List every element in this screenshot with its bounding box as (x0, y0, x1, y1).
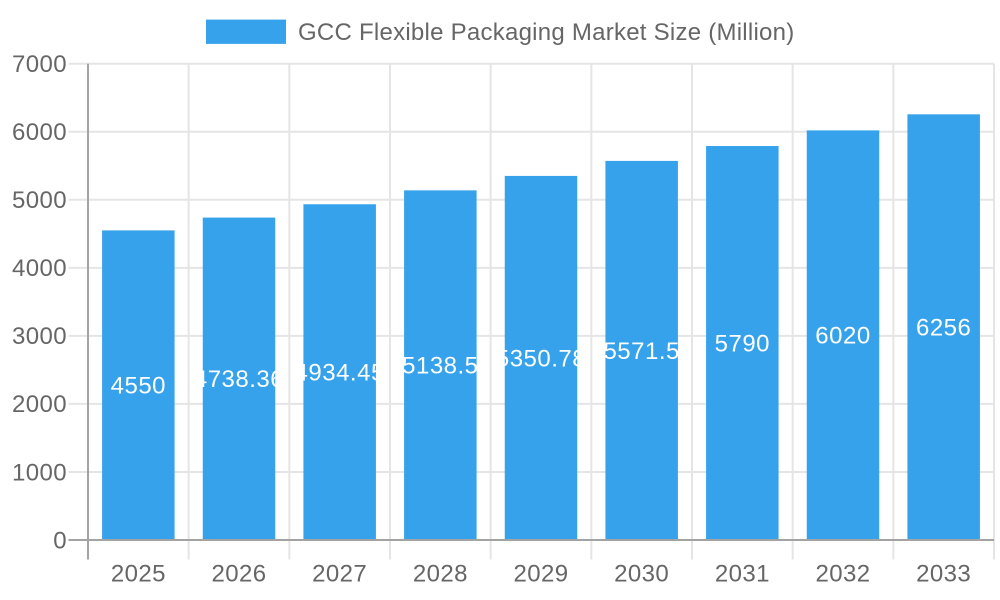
svg-text:2028: 2028 (413, 560, 468, 587)
svg-text:3000: 3000 (12, 323, 67, 350)
svg-text:2033: 2033 (916, 560, 971, 587)
svg-text:6020: 6020 (815, 323, 870, 350)
svg-text:2025: 2025 (111, 560, 166, 587)
svg-text:4934.45: 4934.45 (295, 359, 385, 386)
svg-text:2029: 2029 (514, 560, 569, 587)
svg-text:0: 0 (53, 527, 67, 554)
svg-text:5571.5: 5571.5 (603, 338, 679, 365)
svg-text:7000: 7000 (12, 51, 67, 78)
svg-text:4738.36: 4738.36 (194, 366, 284, 393)
svg-text:1000: 1000 (12, 459, 67, 486)
svg-text:5000: 5000 (12, 187, 67, 214)
svg-text:6000: 6000 (12, 119, 67, 146)
svg-text:4550: 4550 (111, 373, 166, 400)
svg-text:5790: 5790 (715, 330, 770, 357)
svg-text:2027: 2027 (312, 560, 367, 587)
svg-text:5350.78: 5350.78 (496, 345, 586, 372)
svg-text:6256: 6256 (916, 314, 971, 341)
svg-text:GCC Flexible Packaging Market: GCC Flexible Packaging Market Size (Mill… (298, 19, 794, 46)
svg-text:4000: 4000 (12, 255, 67, 282)
svg-text:2031: 2031 (715, 560, 770, 587)
svg-text:2026: 2026 (212, 560, 267, 587)
svg-text:2032: 2032 (816, 560, 871, 587)
svg-text:5138.5: 5138.5 (402, 353, 478, 380)
svg-text:2030: 2030 (614, 560, 669, 587)
svg-text:2000: 2000 (12, 391, 67, 418)
